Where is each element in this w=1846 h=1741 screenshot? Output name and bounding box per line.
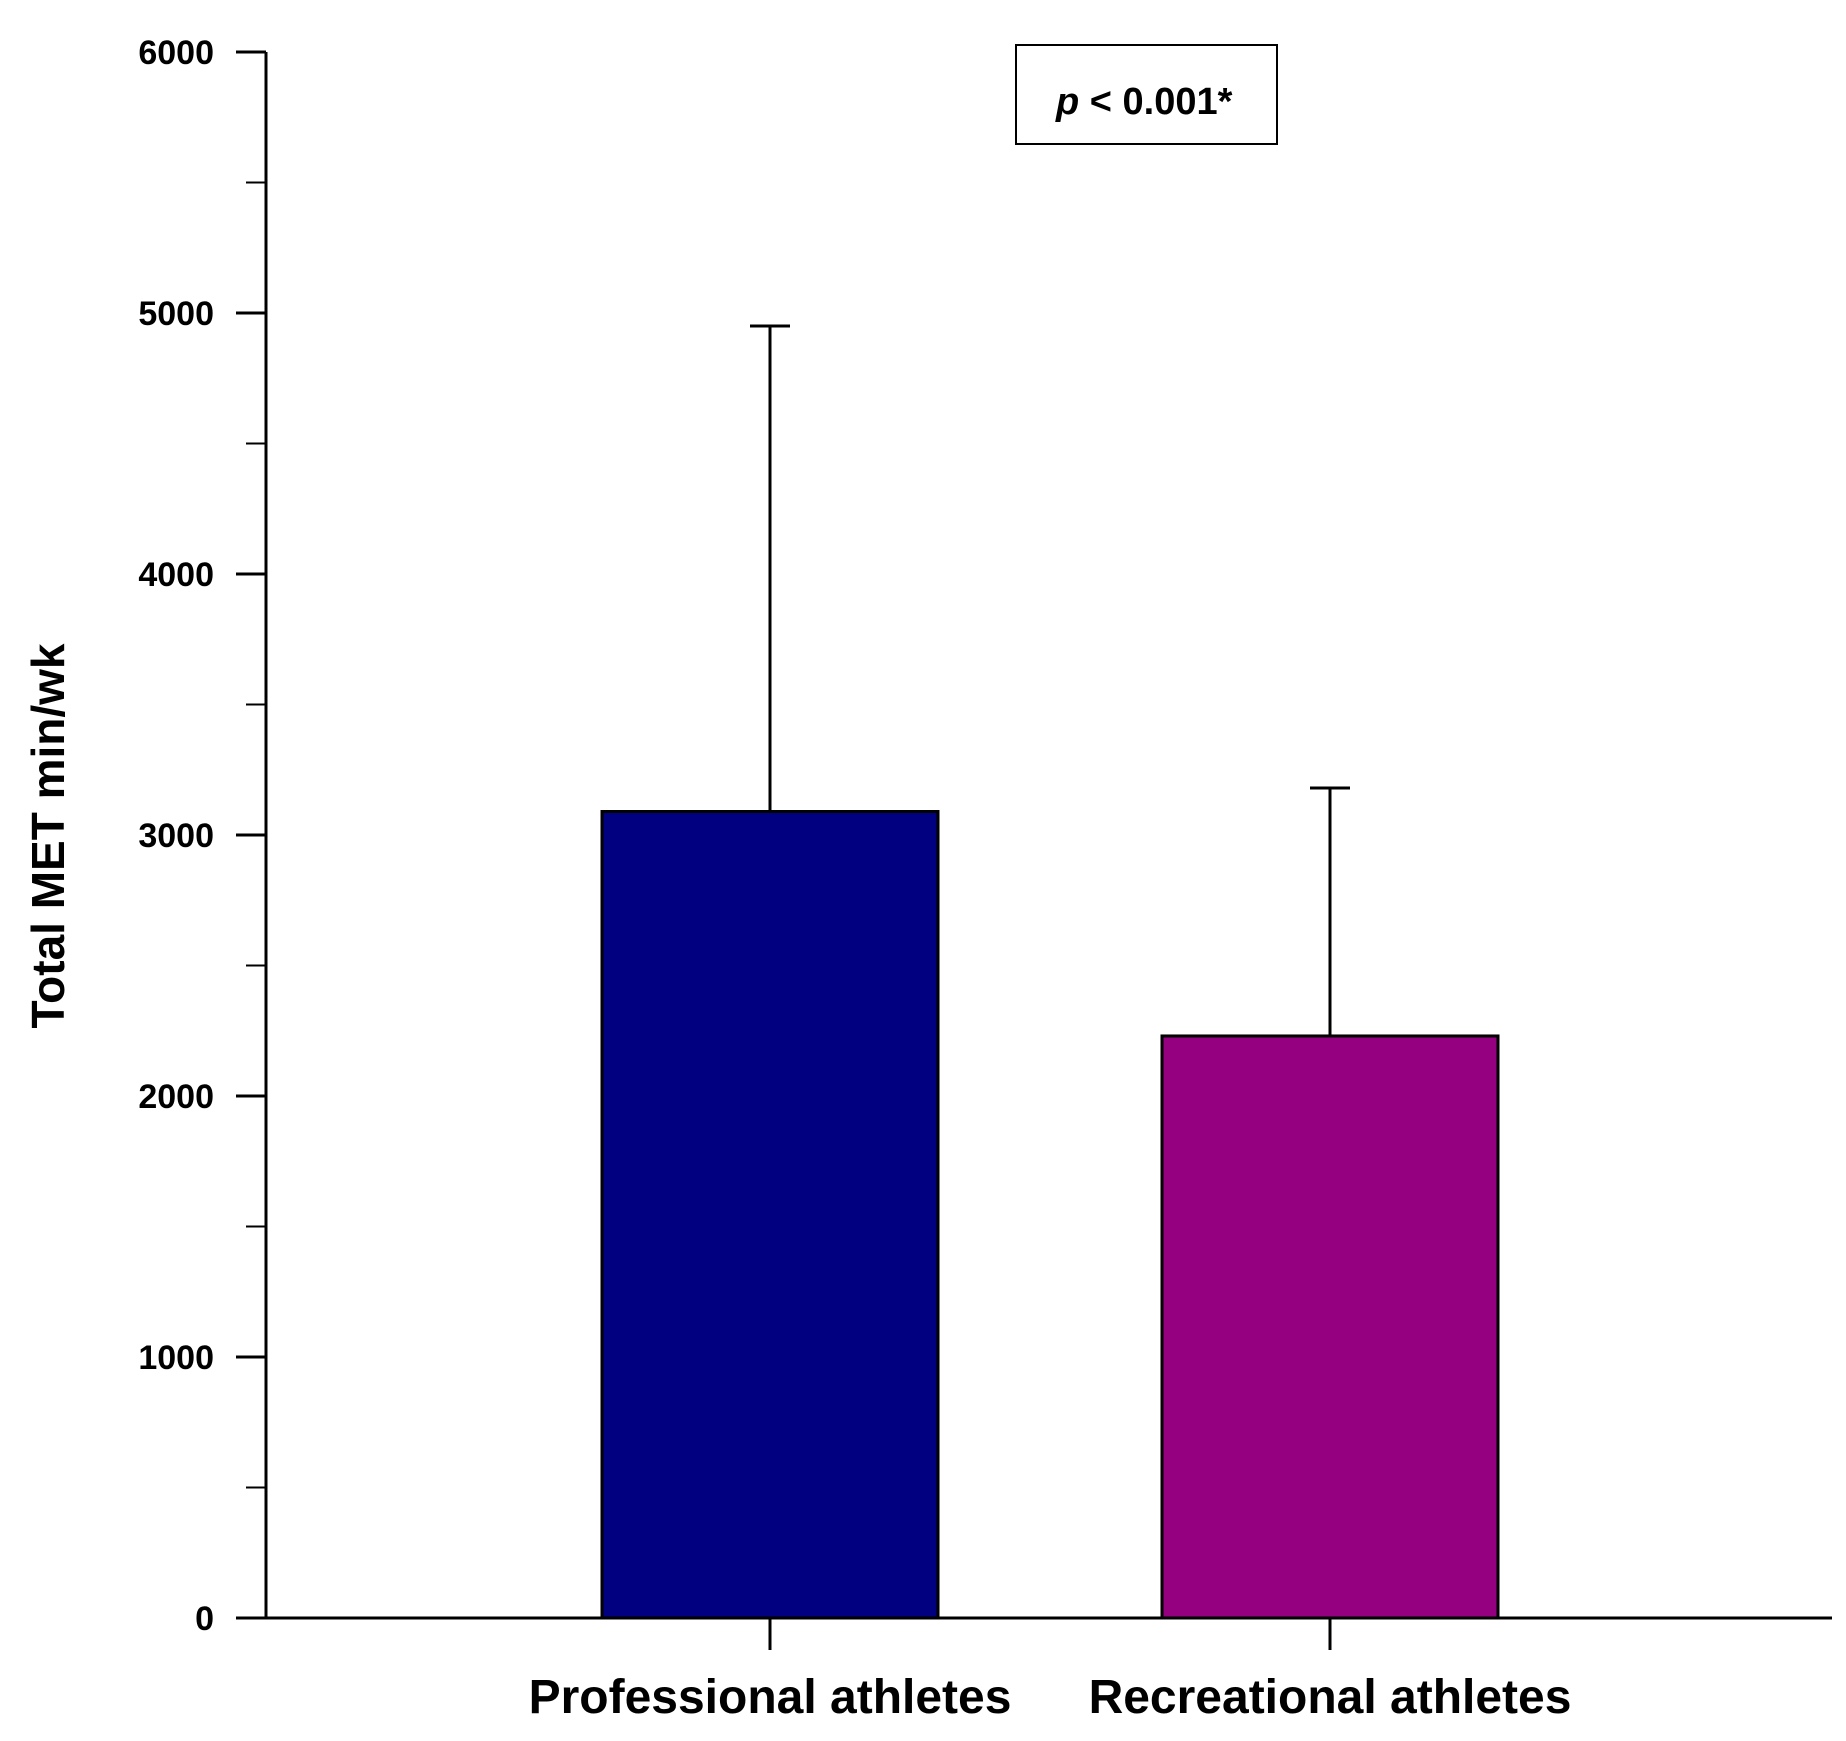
y-tick-label: 3000 xyxy=(138,817,214,855)
y-tick-label: 2000 xyxy=(138,1078,214,1116)
y-tick-label: 0 xyxy=(195,1600,214,1638)
annotation-box xyxy=(1015,44,1278,145)
y-axis-title: Total MET min/wk xyxy=(22,643,74,1028)
annotation-value: < 0.001* xyxy=(1079,81,1232,123)
axes xyxy=(236,52,1832,1650)
category-label: Recreational athletes xyxy=(1089,1671,1572,1724)
y-axis-ticks: 0 1000 2000 3000 4000 5000 6000 xyxy=(138,34,266,1638)
error-bars xyxy=(750,324,1350,1036)
category-labels: Professional athletes Recreational athlet… xyxy=(529,1671,1572,1724)
y-tick-label: 6000 xyxy=(138,34,214,72)
y-tick-label: 1000 xyxy=(138,1339,214,1377)
annotation-italic-p: p xyxy=(1055,81,1079,123)
category-label: Professional athletes xyxy=(529,1671,1012,1724)
bars xyxy=(600,810,1500,1620)
y-tick-label: 5000 xyxy=(138,295,214,333)
p-value-annotation: p < 0.001* xyxy=(1015,44,1278,145)
y-tick-label: 4000 xyxy=(138,556,214,594)
bar-professional xyxy=(600,810,940,1620)
bar-recreational xyxy=(1160,1034,1500,1620)
annotation-text: p < 0.001* xyxy=(1055,81,1233,123)
